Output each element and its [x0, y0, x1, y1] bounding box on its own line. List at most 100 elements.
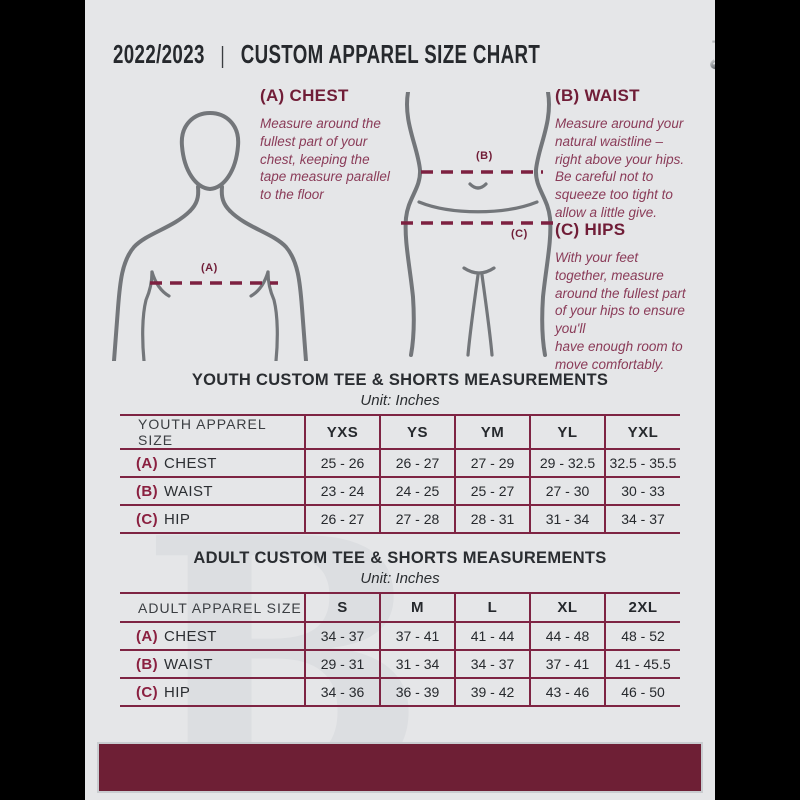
hips-line-label: (C) — [511, 228, 528, 240]
youth-unit-label: Unit: Inches — [360, 392, 440, 409]
size-cell: 44 - 48 — [529, 622, 605, 651]
size-cell: 31 - 34 — [529, 505, 605, 534]
row-prefix: (A) — [136, 454, 159, 472]
upper-body-figure — [112, 111, 308, 361]
row-label: WAIST — [164, 482, 213, 500]
size-cell: 34 - 37 — [604, 505, 680, 534]
table-header-row: ADULT APPAREL SIZE S M L XL 2XL — [120, 592, 680, 623]
column-header: YS — [379, 414, 455, 450]
size-cell: 28 - 31 — [454, 505, 530, 534]
season-label: 2022/2023 — [113, 38, 205, 69]
row-label-cell: (A) CHEST — [120, 449, 305, 478]
instruction-waist-heading: (B) WAIST — [555, 86, 640, 105]
body-outline — [112, 111, 308, 361]
column-header: S — [304, 592, 380, 623]
table-row: (A) CHEST 25 - 26 26 - 27 27 - 29 29 - 32… — [120, 449, 680, 478]
page: B 2022/2023 | CUSTOM APPAREL SIZE CHART … — [85, 0, 715, 800]
table-row: (A) CHEST 34 - 37 37 - 41 41 - 44 44 - 48… — [120, 622, 680, 651]
row-label-cell: (C) HIP — [120, 505, 305, 534]
size-cell: 41 - 45.5 — [604, 650, 680, 679]
size-cell: 36 - 39 — [379, 678, 455, 707]
size-cell: 32.5 - 35.5 — [604, 449, 680, 478]
row-label-cell: (B) WAIST — [120, 477, 305, 506]
instruction-waist-text: Measure around your natural waistline – … — [555, 116, 685, 221]
adult-section-title: ADULT CUSTOM TEE & SHORTS MEASUREMENTS — [193, 549, 607, 567]
footer-bar — [97, 742, 703, 793]
adult-unit-label: Unit: Inches — [360, 570, 440, 587]
size-cell: 46 - 50 — [604, 678, 680, 707]
instruction-chest: (A) CHEST Measure around the fullest par… — [260, 86, 415, 204]
table-row: (C) HIP 26 - 27 27 - 28 28 - 31 31 - 34 3… — [120, 505, 680, 534]
row-label-cell: (A) CHEST — [120, 622, 305, 651]
size-cell: 41 - 44 — [454, 622, 530, 651]
size-cell: 23 - 24 — [304, 477, 380, 506]
table-header-row: YOUTH APPAREL SIZE YXS YS YM YL YXL — [120, 414, 680, 450]
row-prefix: (C) — [136, 510, 159, 528]
row-label: CHEST — [164, 454, 217, 472]
size-cell: 29 - 32.5 — [529, 449, 605, 478]
row-label-cell: (C) HIP — [120, 678, 305, 707]
size-cell: 27 - 30 — [529, 477, 605, 506]
column-header: L — [454, 592, 530, 623]
instruction-waist: (B) WAIST Measure around your natural wa… — [555, 86, 715, 222]
adult-size-table: ADULT APPAREL SIZE S M L XL 2XL (A) CHEST… — [120, 592, 680, 707]
size-cell: 31 - 34 — [379, 650, 455, 679]
size-cell: 48 - 52 — [604, 622, 680, 651]
size-cell: 34 - 36 — [304, 678, 380, 707]
row-prefix: (B) — [136, 482, 159, 500]
instruction-hips-heading: (C) HIPS — [555, 220, 626, 239]
row-label: HIP — [164, 510, 191, 528]
title-text: CUSTOM APPAREL SIZE CHART — [240, 38, 541, 69]
instruction-chest-text: Measure around the fullest part of your … — [260, 116, 390, 203]
row-label: CHEST — [164, 627, 217, 645]
row-label: WAIST — [164, 655, 213, 673]
row-prefix: (C) — [136, 683, 159, 701]
size-cell: 29 - 31 — [304, 650, 380, 679]
row-label: HIP — [164, 683, 191, 701]
body-outline — [403, 92, 553, 357]
size-cell: 37 - 41 — [529, 650, 605, 679]
instruction-chest-heading: (A) CHEST — [260, 86, 349, 105]
table-row: (C) HIP 34 - 36 36 - 39 39 - 42 43 - 46 4… — [120, 678, 680, 707]
chest-line-label: (A) — [201, 262, 218, 274]
size-cell: 26 - 27 — [379, 449, 455, 478]
column-header: YXL — [604, 414, 680, 450]
column-header: M — [379, 592, 455, 623]
size-cell: 27 - 29 — [454, 449, 530, 478]
size-cell: 27 - 28 — [379, 505, 455, 534]
instruction-hips-text: With your feet together, measure around … — [555, 250, 686, 372]
size-cell: 25 - 26 — [304, 449, 380, 478]
youth-size-table: YOUTH APPAREL SIZE YXS YS YM YL YXL (A) C… — [120, 414, 680, 534]
column-header: ADULT APPAREL SIZE — [120, 592, 305, 623]
column-header: YOUTH APPAREL SIZE — [120, 414, 305, 450]
measurement-diagram: (A) (B) (C) (A) CHEST Measure around the… — [85, 86, 715, 372]
column-header: YL — [529, 414, 605, 450]
waist-line-label: (B) — [476, 150, 493, 162]
size-cell: 24 - 25 — [379, 477, 455, 506]
brand: B BREAKAWAY — [706, 34, 715, 74]
breakaway-logo-icon: B — [710, 34, 715, 74]
size-cell: 25 - 27 — [454, 477, 530, 506]
size-cell: 26 - 27 — [304, 505, 380, 534]
column-header: 2XL — [604, 592, 680, 623]
size-cell: 39 - 42 — [454, 678, 530, 707]
table-row: (B) WAIST 29 - 31 31 - 34 34 - 37 37 - 41… — [120, 650, 680, 679]
row-label-cell: (B) WAIST — [120, 650, 305, 679]
size-cell: 34 - 37 — [304, 622, 380, 651]
size-cell: 37 - 41 — [379, 622, 455, 651]
page-title: 2022/2023 | CUSTOM APPAREL SIZE CHART — [113, 39, 540, 70]
title-divider: | — [220, 41, 226, 68]
lower-body-figure — [401, 92, 555, 357]
column-header: XL — [529, 592, 605, 623]
column-header: YM — [454, 414, 530, 450]
row-prefix: (A) — [136, 627, 159, 645]
row-prefix: (B) — [136, 655, 159, 673]
table-row: (B) WAIST 23 - 24 24 - 25 25 - 27 27 - 30… — [120, 477, 680, 506]
size-cell: 43 - 46 — [529, 678, 605, 707]
instruction-hips: (C) HIPS With your feet together, measur… — [555, 220, 715, 374]
youth-section-title: YOUTH CUSTOM TEE & SHORTS MEASUREMENTS — [191, 371, 609, 389]
size-cell: 34 - 37 — [454, 650, 530, 679]
logo-letter: B — [711, 34, 715, 74]
header: 2022/2023 | CUSTOM APPAREL SIZE CHART B … — [85, 0, 715, 82]
